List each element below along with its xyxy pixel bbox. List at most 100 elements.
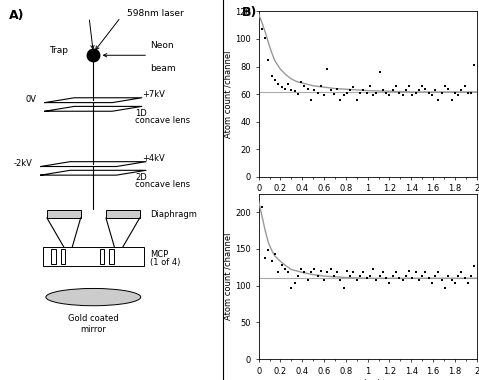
Point [448, 97, 456, 103]
Text: +7kV: +7kV [142, 90, 165, 99]
Point [470, 263, 478, 269]
Text: (1 of 4): (1 of 4) [150, 258, 181, 267]
Y-axis label: Atom count /channel: Atom count /channel [224, 50, 232, 138]
Point [369, 266, 377, 272]
Point [271, 251, 279, 257]
Point [291, 88, 298, 94]
Point [274, 269, 282, 275]
Text: mirror: mirror [80, 325, 106, 334]
Point [281, 86, 289, 92]
Point [428, 92, 436, 98]
Point [415, 87, 422, 93]
Point [418, 273, 426, 279]
Point [346, 87, 354, 93]
Point [356, 90, 364, 96]
Point [294, 91, 302, 97]
Point [333, 269, 341, 275]
Point [389, 273, 397, 279]
Text: +4kV: +4kV [142, 154, 164, 163]
Bar [43, 247, 144, 266]
Point [434, 269, 442, 275]
Point [464, 280, 472, 287]
Bar [106, 211, 140, 218]
Point [317, 268, 325, 274]
Text: concave lens: concave lens [136, 179, 191, 188]
Text: 0V: 0V [25, 95, 36, 104]
Point [470, 62, 478, 68]
Point [412, 90, 420, 96]
Point [445, 273, 452, 279]
Point [287, 285, 295, 291]
Point [258, 26, 266, 32]
Point [405, 83, 413, 89]
Point [340, 92, 347, 98]
Point [441, 285, 449, 291]
Point [441, 83, 449, 89]
Point [284, 81, 292, 87]
Point [258, 204, 266, 210]
Point [432, 87, 439, 93]
Bar [100, 249, 104, 264]
Point [317, 83, 325, 89]
Point [376, 273, 384, 279]
Point [281, 266, 289, 272]
Point [278, 84, 285, 90]
Point [448, 277, 456, 283]
Point [294, 273, 302, 279]
Point [353, 277, 361, 283]
Point [461, 275, 468, 281]
Bar [109, 249, 114, 264]
Point [307, 97, 315, 103]
Point [274, 81, 282, 87]
Point [379, 269, 387, 275]
Point [395, 90, 403, 96]
Point [333, 86, 341, 92]
Text: Neon: Neon [150, 41, 174, 50]
Point [337, 277, 344, 283]
Point [376, 69, 384, 75]
Point [432, 273, 439, 279]
Point [409, 92, 416, 98]
Text: 1D: 1D [136, 109, 147, 118]
Point [330, 91, 338, 97]
Point [323, 269, 331, 275]
Text: 2D: 2D [136, 173, 147, 182]
Point [363, 275, 370, 281]
Bar [51, 249, 56, 264]
Point [399, 92, 406, 98]
Bar [61, 249, 65, 264]
Point [425, 90, 433, 96]
Point [438, 90, 445, 96]
Point [350, 269, 357, 275]
Point [297, 266, 305, 272]
Point [314, 90, 321, 96]
Point [304, 277, 311, 283]
Text: Trap: Trap [49, 46, 68, 55]
Point [268, 73, 275, 79]
Point [337, 97, 344, 103]
Point [343, 90, 351, 96]
Point [405, 268, 413, 274]
Point [330, 273, 338, 279]
Point [451, 280, 459, 287]
Point [268, 258, 275, 264]
X-axis label: τ (μs): τ (μs) [355, 196, 380, 205]
Point [415, 277, 422, 283]
Point [346, 273, 354, 279]
Text: beam: beam [150, 64, 176, 73]
Point [425, 275, 433, 281]
Point [301, 269, 308, 275]
Point [323, 66, 331, 72]
Text: 598nm laser: 598nm laser [127, 9, 184, 17]
Point [422, 86, 429, 92]
Point [454, 273, 462, 279]
Bar [47, 211, 80, 218]
Point [307, 269, 315, 275]
Point [310, 87, 318, 93]
Point [451, 90, 459, 96]
Point [422, 269, 429, 275]
Ellipse shape [46, 288, 141, 306]
Point [304, 86, 311, 92]
Point [434, 97, 442, 103]
Point [412, 269, 420, 275]
